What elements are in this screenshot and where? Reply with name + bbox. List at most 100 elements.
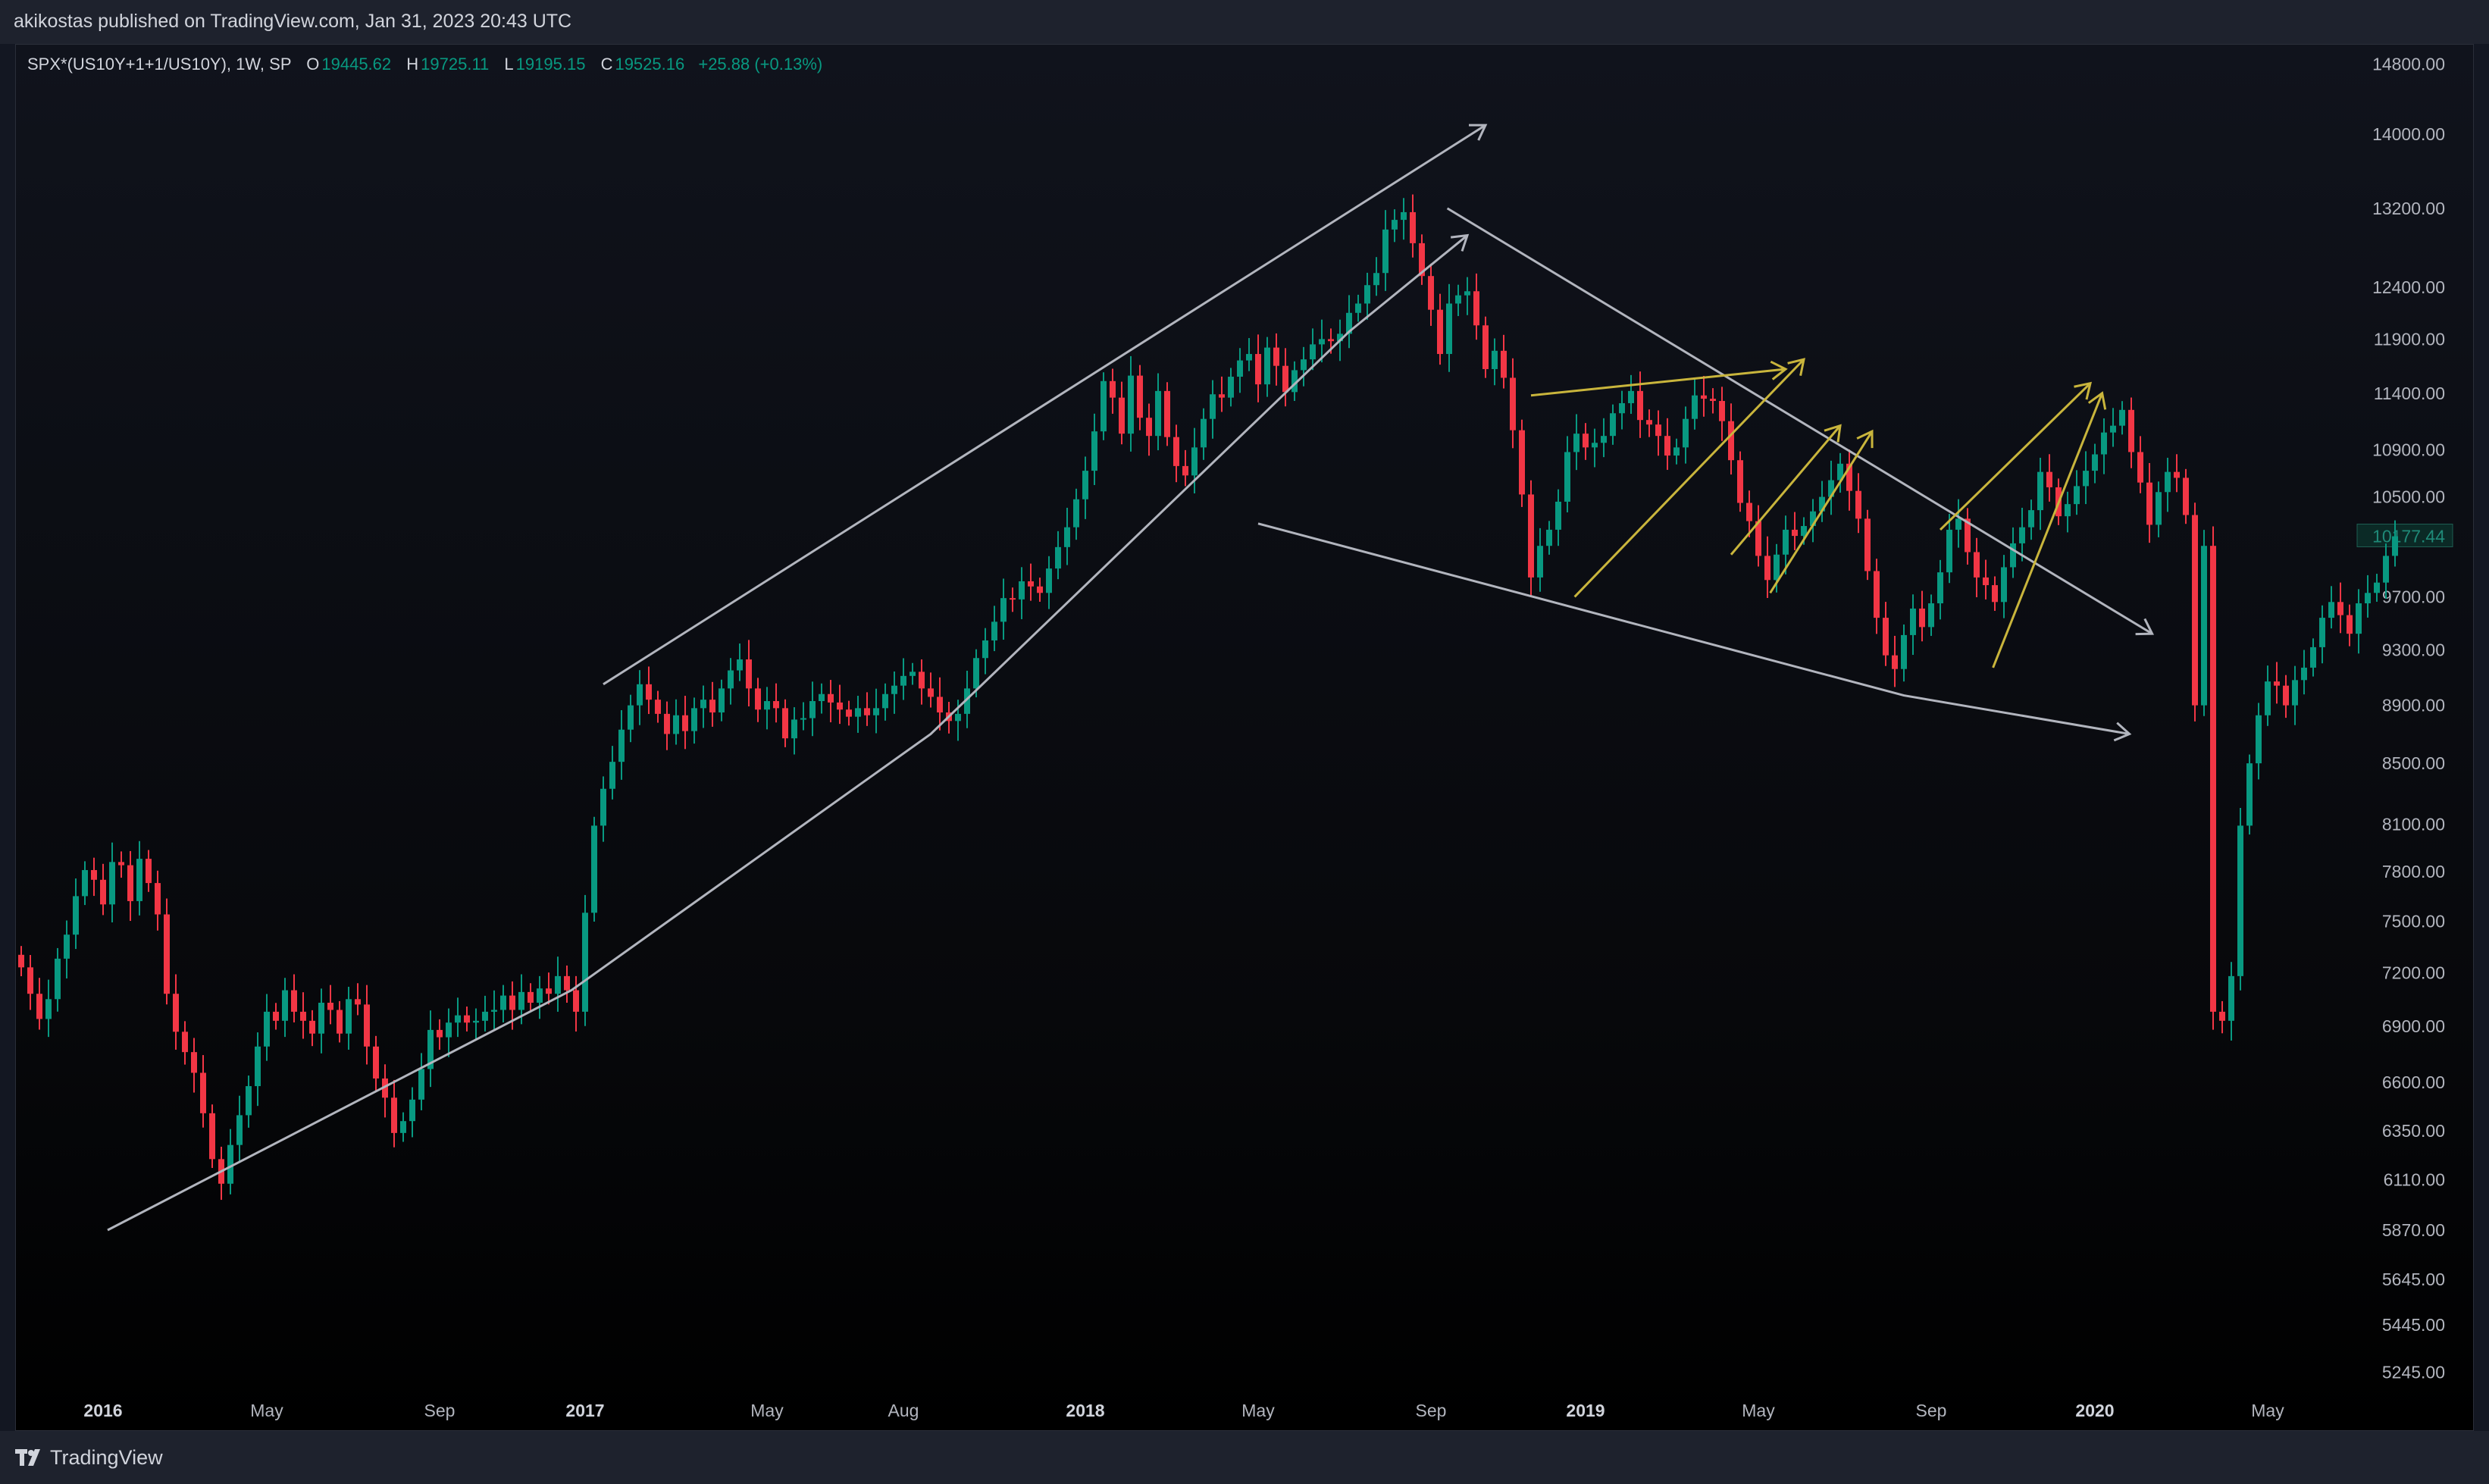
candle-body <box>1482 325 1489 369</box>
candle-body <box>2292 680 2298 706</box>
tradingview-logo-icon[interactable] <box>15 1448 45 1467</box>
candle-body <box>164 914 170 994</box>
candle-body <box>1291 370 1298 393</box>
candle-body <box>1401 211 1407 221</box>
candle-body <box>2265 681 2271 715</box>
candle-body <box>318 1003 324 1034</box>
candle-body <box>409 1099 415 1122</box>
candle-body <box>1774 554 1780 581</box>
candle-body <box>1965 518 1971 553</box>
yellow-arrow-2 <box>1730 424 1842 556</box>
candle-body <box>1182 465 1188 476</box>
candle-body <box>1346 312 1352 334</box>
x-axis-month-label: Sep <box>1416 1401 1447 1420</box>
candle-body <box>1337 333 1343 342</box>
candle-body <box>491 1010 497 1012</box>
candle-body <box>1201 418 1207 448</box>
legend-close-value: 19525.16 <box>615 55 685 74</box>
candle-body <box>837 702 843 710</box>
candle-body <box>109 862 115 905</box>
candle-body <box>2356 603 2362 634</box>
candle-body <box>2301 667 2307 681</box>
candle-body <box>1883 618 1889 656</box>
candle-body <box>1355 303 1361 313</box>
candle-body <box>82 869 88 897</box>
candle-body <box>45 999 52 1019</box>
y-axis-tick-label: 10500.00 <box>2372 487 2445 507</box>
candle-body <box>573 990 579 1012</box>
y-axis-tick-label: 5870.00 <box>2382 1220 2445 1240</box>
candle-body <box>537 988 543 1003</box>
candle-body <box>1573 434 1579 452</box>
yellow-arrow-3-arrowhead <box>1856 429 1874 449</box>
candle-body <box>2065 504 2071 517</box>
candle-body <box>246 1086 252 1116</box>
y-axis-tick-label: 13200.00 <box>2372 199 2445 218</box>
candle-body <box>682 715 688 731</box>
candle-body <box>546 988 552 994</box>
candle-body <box>1464 291 1470 296</box>
candle-body <box>1974 552 1980 578</box>
candle-body <box>2210 546 2216 1012</box>
candle-body <box>1210 394 1216 419</box>
x-axis-month-label: Aug <box>888 1401 919 1420</box>
candle-body <box>2274 681 2280 686</box>
candle-body <box>64 935 70 959</box>
chart-pane[interactable] <box>15 44 2474 1431</box>
candle-body <box>1446 303 1452 355</box>
candle-body <box>2347 615 2353 634</box>
candle-body <box>27 967 33 994</box>
candle-body <box>1246 354 1252 361</box>
candle-body <box>628 705 634 730</box>
chart-svg[interactable]: 14800.00 14000.00 13200.00 12400.00 11900.00… <box>0 0 2489 1431</box>
candle-body <box>1301 359 1307 371</box>
y-axis-tick-label: 5245.00 <box>2382 1362 2445 1382</box>
candle-body <box>655 700 661 714</box>
candle-body <box>1619 402 1625 414</box>
candle-body <box>2128 409 2134 452</box>
candle-body <box>1846 463 1852 491</box>
candle-body <box>1955 518 1961 530</box>
candle-body <box>1892 655 1898 669</box>
candle-body <box>2165 471 2171 493</box>
yellow-arrow-2-arrowhead <box>1824 424 1842 443</box>
candle-body <box>18 954 24 968</box>
candle-body <box>1792 529 1798 537</box>
candle-body <box>2319 618 2325 647</box>
candle-body <box>1983 577 1989 586</box>
candle-body <box>764 701 770 710</box>
candle-body <box>2119 409 2125 426</box>
candle-body <box>982 640 988 659</box>
x-axis-year-label: 2019 <box>1566 1401 1605 1420</box>
candle-body <box>1583 434 1589 448</box>
x-axis-month-label: May <box>750 1401 784 1420</box>
candle-body <box>173 994 179 1032</box>
y-axis-tick-label: 9700.00 <box>2382 587 2445 606</box>
candle-body <box>1319 339 1325 345</box>
candle-body <box>1100 380 1107 432</box>
candle-body <box>1373 273 1379 286</box>
candle-body <box>2365 593 2371 604</box>
candle-body <box>1191 447 1198 476</box>
candle-body <box>1819 496 1825 512</box>
candle-body <box>1455 295 1461 304</box>
candle-body <box>1728 421 1734 461</box>
legend-symbol: SPX*(US10Y+1+1/US10Y), 1W, SP <box>27 55 292 74</box>
candle-body <box>1228 377 1234 398</box>
x-axis-month-label: Sep <box>1916 1401 1947 1420</box>
candle-body <box>1310 344 1316 360</box>
candle-body <box>591 825 597 913</box>
brand-name[interactable]: TradingView <box>50 1446 163 1469</box>
candle-body <box>1255 354 1261 385</box>
candle-body <box>882 693 888 709</box>
candle-body <box>1546 529 1552 546</box>
candle-body <box>2101 432 2107 455</box>
candle-body <box>755 688 761 710</box>
candle-body <box>1910 608 1916 635</box>
legend-low-label: L <box>504 55 514 74</box>
candle-body <box>609 762 615 789</box>
candle-body <box>1719 401 1725 421</box>
candle-body <box>209 1113 215 1160</box>
candle-body <box>2283 685 2289 706</box>
candle-body <box>309 1020 315 1034</box>
